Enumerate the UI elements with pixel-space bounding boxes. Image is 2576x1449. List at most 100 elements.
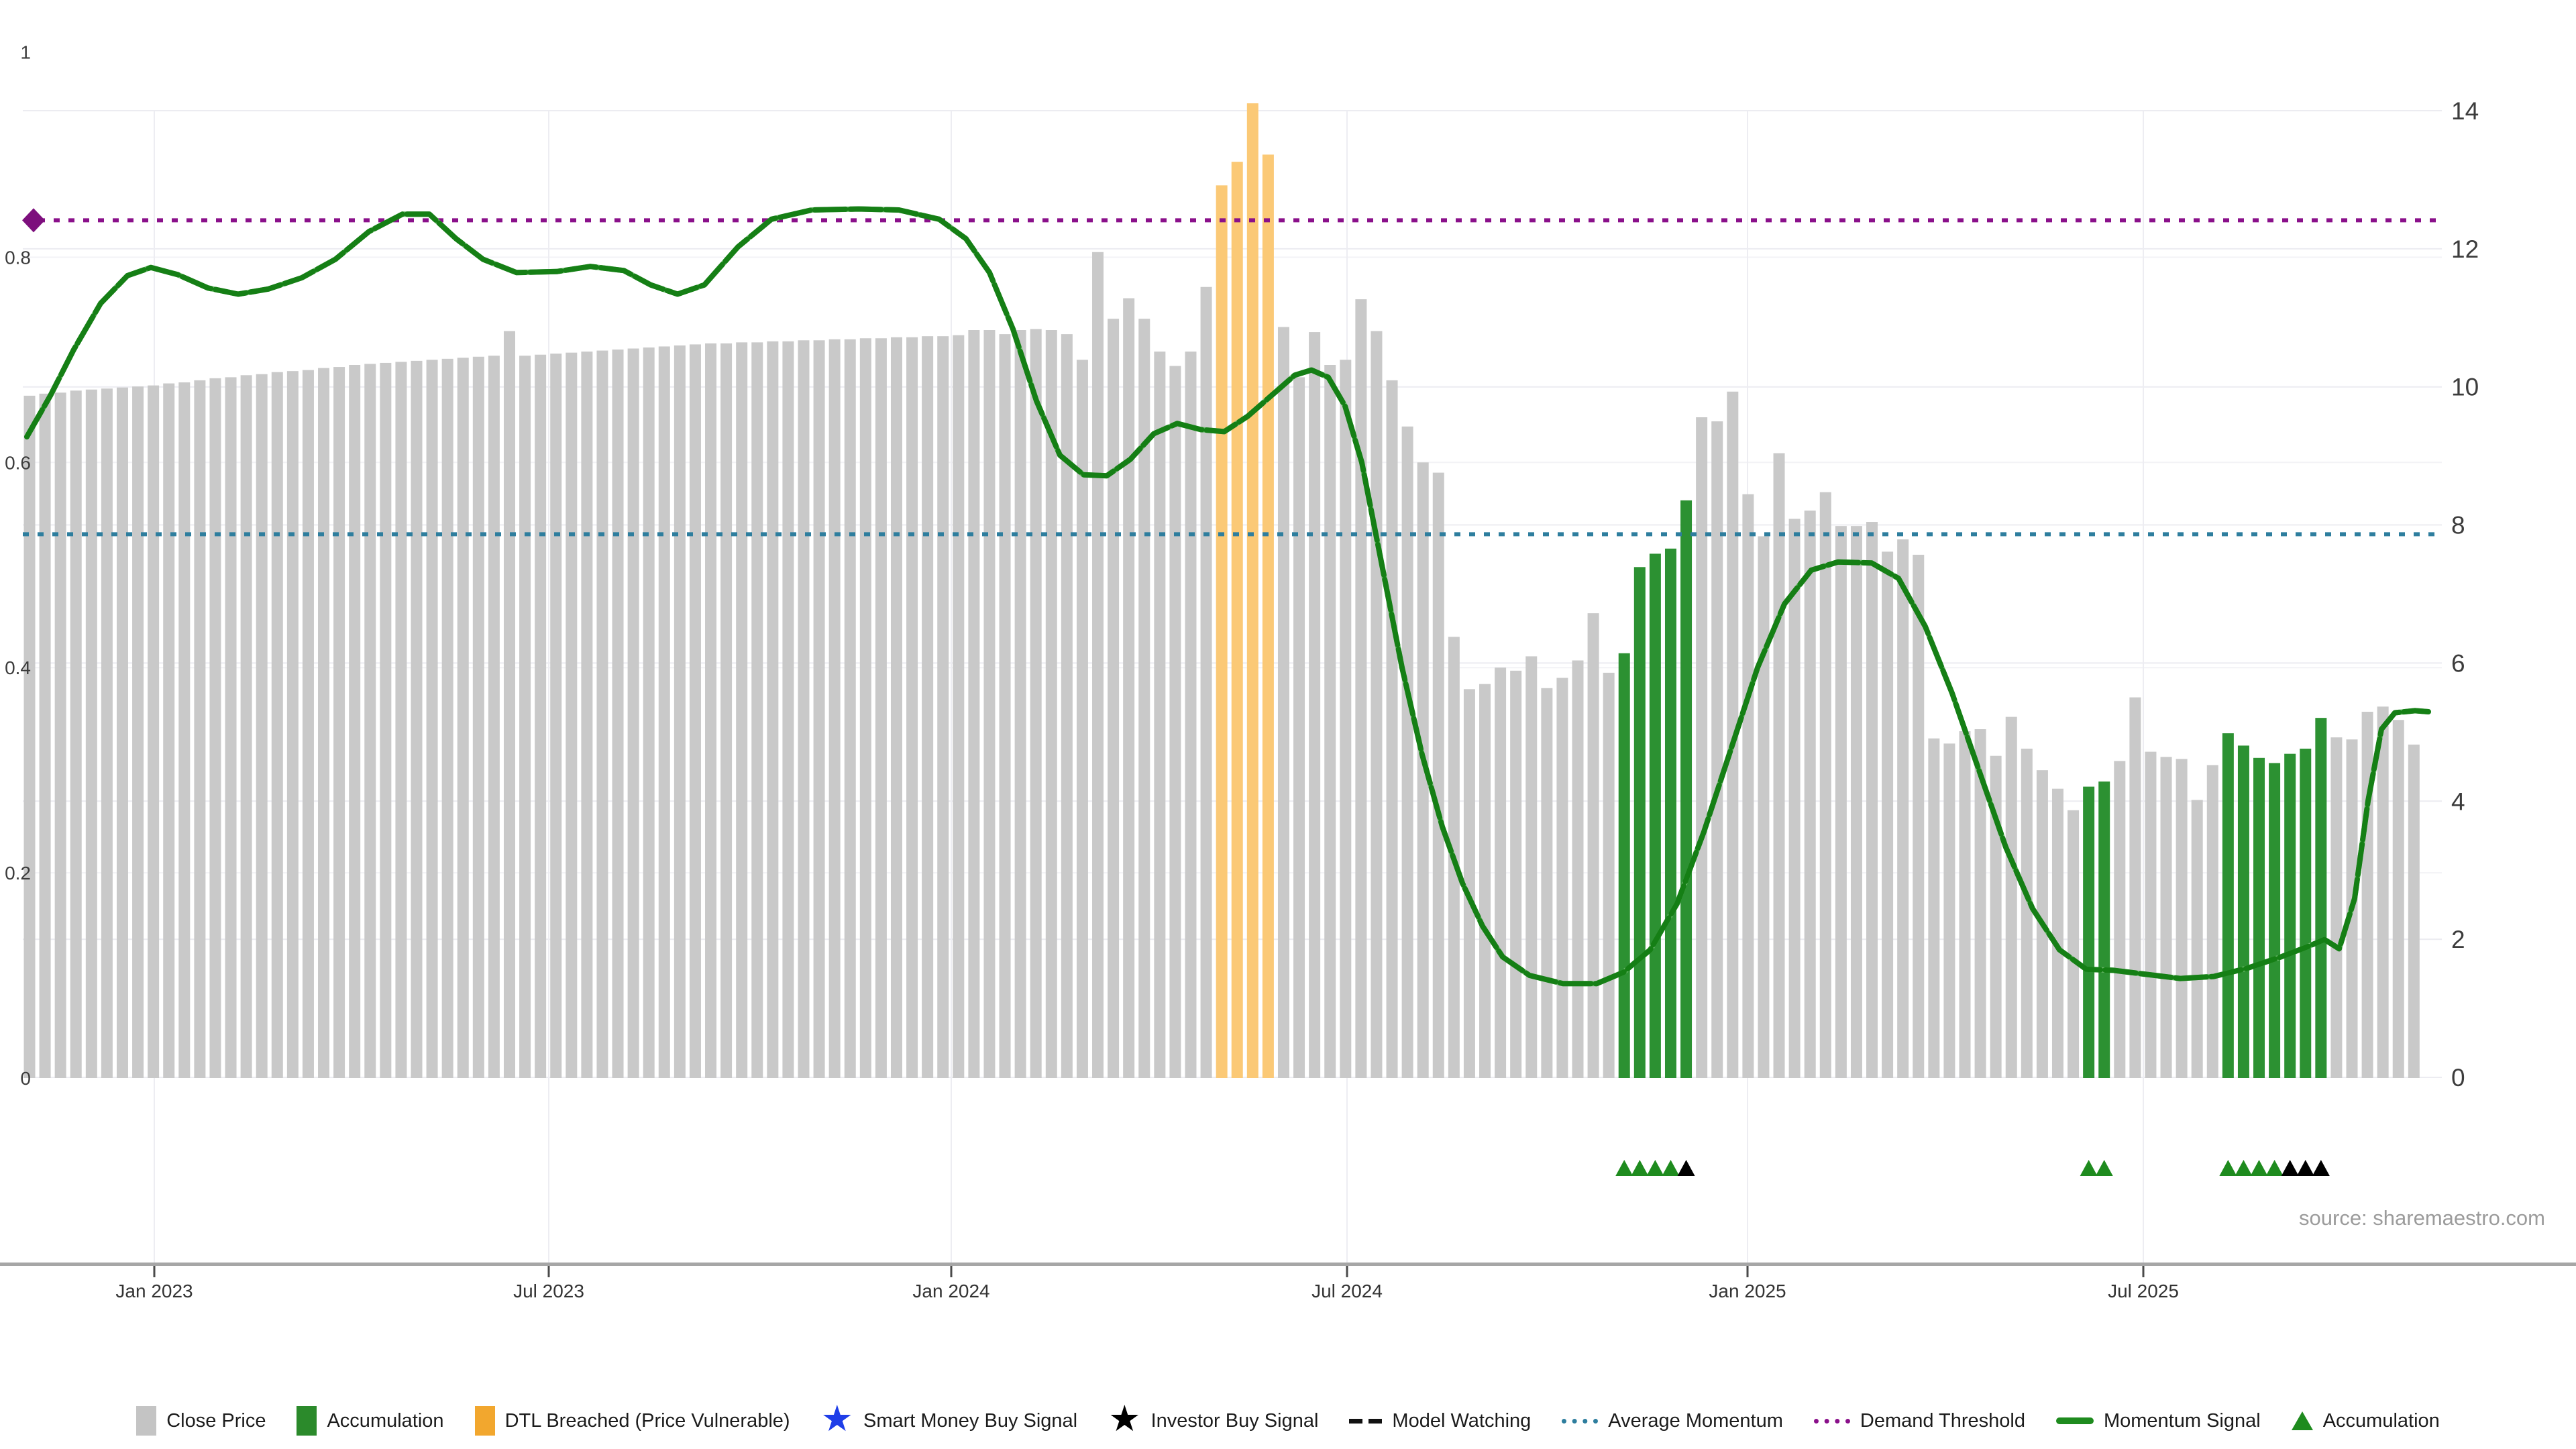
close-price-bar bbox=[627, 348, 639, 1078]
close-price-bar bbox=[844, 339, 856, 1078]
chart-legend: Close Price Accumulation DTL Breached (Pri… bbox=[0, 1401, 2576, 1437]
close-price-bar bbox=[1742, 494, 1754, 1078]
close-price-bar bbox=[318, 368, 330, 1079]
accumulation-triangle-icon bbox=[1631, 1160, 1649, 1176]
close-price-bar bbox=[1030, 329, 1042, 1079]
legend-square-swatch-icon bbox=[474, 1406, 495, 1436]
source-note: source: sharemaestro.com bbox=[2299, 1206, 2545, 1230]
close-price-bar bbox=[240, 375, 252, 1078]
accumulation-triangle-icon bbox=[2095, 1160, 2113, 1176]
close-price-bar bbox=[2129, 697, 2141, 1078]
close-price-bar bbox=[380, 362, 392, 1078]
close-price-bar bbox=[395, 362, 407, 1079]
close-price-bar bbox=[457, 358, 469, 1078]
close-price-bar bbox=[922, 336, 934, 1078]
legend-item-label: Model Watching bbox=[1392, 1409, 1532, 1432]
close-price-bar bbox=[1479, 684, 1491, 1078]
close-price-bar bbox=[813, 340, 825, 1078]
right-axis-label: 6 bbox=[2451, 649, 2465, 677]
close-price-bar bbox=[1928, 738, 1940, 1078]
accumulation-triangle-icon bbox=[2265, 1160, 2284, 1176]
close-price-bar bbox=[1108, 319, 1120, 1078]
close-price-bar bbox=[116, 387, 128, 1078]
legend-dotted-line-icon bbox=[1562, 1418, 1599, 1424]
accumulation-triangle-icon bbox=[1615, 1160, 1633, 1176]
legend-item-label: Investor Buy Signal bbox=[1150, 1409, 1319, 1432]
left-axis-label: 1 bbox=[20, 42, 31, 63]
close-price-bar bbox=[937, 336, 949, 1078]
close-price-bar bbox=[767, 341, 779, 1079]
close-price-bar bbox=[286, 371, 299, 1078]
close-price-bar bbox=[1371, 331, 1383, 1079]
legend-dashed-line-icon bbox=[1349, 1418, 1383, 1424]
close-price-bar bbox=[1556, 678, 1568, 1078]
close-price-bar bbox=[1185, 352, 1197, 1078]
close-price-bar bbox=[1541, 688, 1553, 1078]
left-axis-label: 0 bbox=[20, 1068, 31, 1089]
close-price-bar bbox=[271, 372, 283, 1078]
close-price-bar bbox=[890, 337, 902, 1079]
close-price-bar bbox=[194, 380, 206, 1079]
close-price-bar bbox=[1974, 729, 1986, 1078]
close-price-bar bbox=[1200, 286, 1212, 1078]
close-price-bar bbox=[426, 360, 438, 1078]
right-axis-label: 10 bbox=[2451, 374, 2479, 401]
close-price-bar bbox=[1897, 539, 1909, 1078]
close-price-bar bbox=[1866, 522, 1878, 1078]
close-price-bar bbox=[1525, 656, 1538, 1078]
close-price-bar bbox=[566, 352, 578, 1078]
right-axis-label: 8 bbox=[2451, 512, 2465, 539]
close-price-bar bbox=[859, 338, 871, 1079]
legend-item: Average Momentum bbox=[1562, 1410, 1783, 1432]
accumulation-triangle-icon bbox=[1662, 1160, 1680, 1176]
close-price-bar bbox=[2176, 759, 2188, 1078]
legend-solid-line-icon bbox=[2055, 1417, 2094, 1424]
close-price-bar bbox=[1835, 526, 1847, 1078]
close-price-bar bbox=[302, 370, 314, 1078]
close-price-bar bbox=[612, 350, 624, 1079]
close-price-bar bbox=[333, 367, 345, 1078]
close-price-bar bbox=[503, 331, 515, 1079]
accumulation-bar bbox=[2098, 781, 2110, 1078]
close-price-bar bbox=[2330, 737, 2343, 1078]
close-price-bar bbox=[1154, 352, 1166, 1078]
close-price-bar bbox=[2206, 765, 2218, 1078]
close-price-bar bbox=[1277, 327, 1289, 1078]
close-price-bar bbox=[132, 386, 144, 1079]
legend-item: Close Price bbox=[136, 1406, 266, 1436]
legend-item-label: Momentum Signal bbox=[2103, 1409, 2261, 1432]
close-price-bar bbox=[782, 341, 794, 1079]
close-price-bar bbox=[2005, 716, 2017, 1078]
accumulation-bar bbox=[1633, 567, 1646, 1078]
close-price-bar bbox=[999, 334, 1011, 1078]
close-price-bar bbox=[1804, 511, 1816, 1078]
investor-buy-triangle-icon bbox=[2312, 1160, 2330, 1176]
close-price-bar bbox=[163, 383, 175, 1078]
close-price-bar bbox=[225, 377, 237, 1078]
left-axis-label: 0.4 bbox=[5, 657, 31, 678]
close-price-bar bbox=[1092, 252, 1104, 1079]
close-price-bar bbox=[1495, 667, 1507, 1078]
accumulation-bar bbox=[1618, 653, 1630, 1078]
legend-item: Momentum Signal bbox=[2055, 1409, 2261, 1432]
momentum-signal-line bbox=[24, 206, 2431, 987]
dtl-breached-bar bbox=[1216, 185, 1228, 1079]
accumulation-bar bbox=[1649, 553, 1661, 1078]
close-price-bar bbox=[2361, 711, 2373, 1078]
close-price-bar bbox=[875, 338, 887, 1079]
close-price-bar bbox=[1401, 426, 1413, 1078]
close-price-bar bbox=[1076, 360, 1088, 1078]
accumulation-triangle-icon bbox=[2235, 1160, 2253, 1176]
x-axis-label: Jul 2024 bbox=[1311, 1281, 1383, 1301]
close-price-bar bbox=[148, 385, 160, 1078]
close-price-bar bbox=[1510, 670, 1522, 1078]
close-price-bar bbox=[1943, 743, 1955, 1078]
x-axis-line bbox=[0, 1263, 2576, 1266]
close-price-bar bbox=[2191, 800, 2203, 1078]
legend-item-label: Close Price bbox=[166, 1409, 266, 1432]
close-price-bar bbox=[1169, 366, 1181, 1078]
close-price-bar bbox=[658, 346, 670, 1078]
legend-square-swatch-icon bbox=[297, 1406, 317, 1436]
dtl-breached-bar bbox=[1246, 103, 1258, 1079]
